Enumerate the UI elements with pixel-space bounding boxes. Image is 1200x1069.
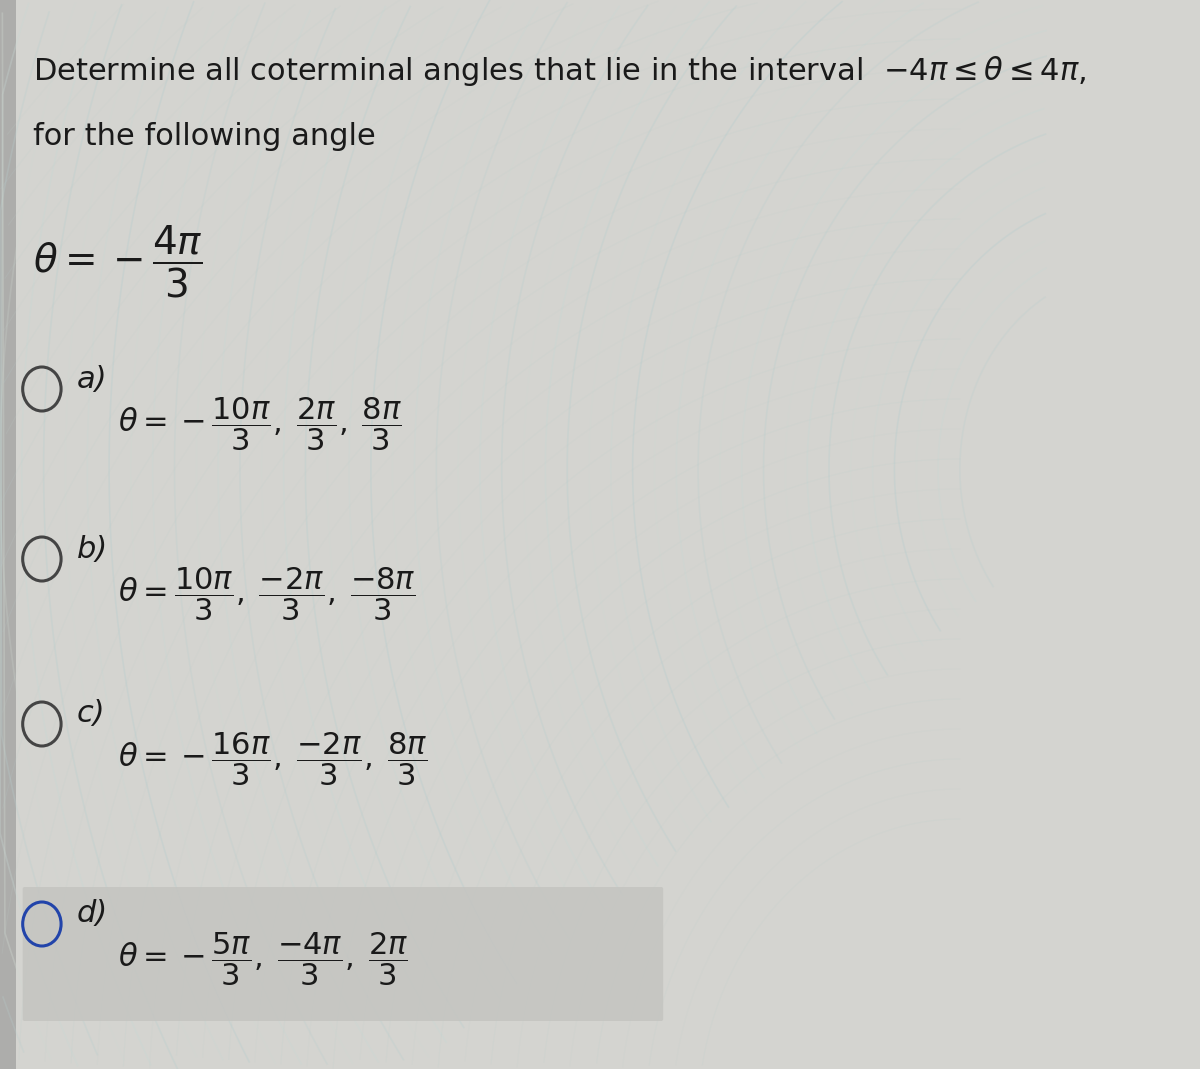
Text: $\theta = -\dfrac{4\pi}{3}$: $\theta = -\dfrac{4\pi}{3}$ [34, 224, 203, 300]
Text: $\theta = -\dfrac{10\pi}{3},\;\dfrac{2\pi}{3},\;\dfrac{8\pi}{3}$: $\theta = -\dfrac{10\pi}{3},\;\dfrac{2\p… [118, 396, 402, 453]
Text: $\theta = -\dfrac{16\pi}{3},\;\dfrac{-2\pi}{3},\;\dfrac{8\pi}{3}$: $\theta = -\dfrac{16\pi}{3},\;\dfrac{-2\… [118, 730, 427, 788]
Text: for the following angle: for the following angle [34, 122, 376, 151]
Bar [0, 0, 16, 1069]
Text: Determine all coterminal angles that lie in the interval  $-4\pi \leq \theta \le: Determine all coterminal angles that lie… [34, 55, 1086, 88]
Text: $\theta = \dfrac{10\pi}{3},\;\dfrac{-2\pi}{3},\;\dfrac{-8\pi}{3}$: $\theta = \dfrac{10\pi}{3},\;\dfrac{-2\p… [118, 566, 415, 623]
FancyBboxPatch shape [23, 887, 664, 1021]
Text: d): d) [77, 899, 108, 929]
Text: c): c) [77, 699, 106, 728]
Text: b): b) [77, 534, 108, 563]
Text: $\theta = -\dfrac{5\pi}{3},\;\dfrac{-4\pi}{3},\;\dfrac{2\pi}{3}$: $\theta = -\dfrac{5\pi}{3},\;\dfrac{-4\p… [118, 930, 408, 988]
Text: a): a) [77, 365, 108, 393]
